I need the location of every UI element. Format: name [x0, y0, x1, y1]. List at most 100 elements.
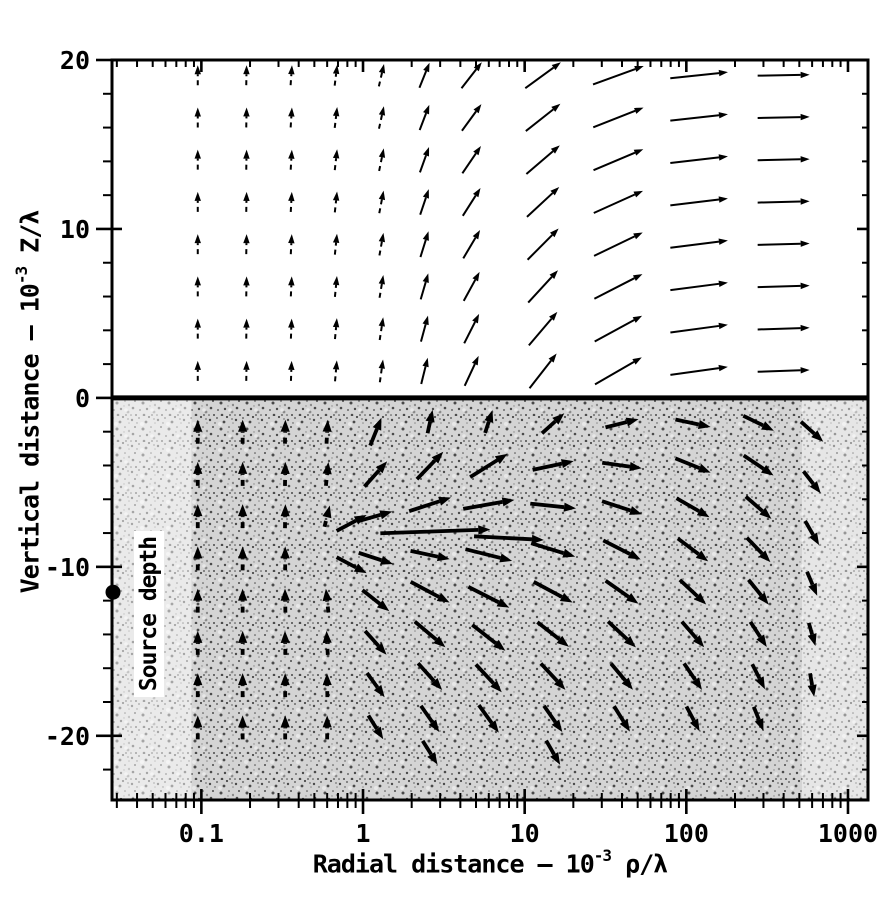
- flow-arrow: [742, 453, 774, 476]
- x-tick-label: 1000: [818, 819, 878, 848]
- flow-arrow: [594, 315, 643, 343]
- source-depth-annotation-text: Source depth: [134, 530, 164, 698]
- flow-arrow: [601, 460, 642, 472]
- flow-arrow: [280, 715, 290, 740]
- flow-arrow: [674, 456, 711, 473]
- flow-arrow: [238, 461, 248, 486]
- flow-arrow: [420, 357, 429, 385]
- flow-arrow: [322, 630, 332, 655]
- flow-arrow: [670, 238, 728, 249]
- flow-arrow: [288, 191, 295, 212]
- y-tick-label: -20: [45, 722, 90, 751]
- flow-arrow: [463, 355, 479, 387]
- flow-arrow: [525, 103, 561, 132]
- flow-arrow: [524, 62, 561, 89]
- flow-arrow: [335, 555, 367, 574]
- flow-arrow: [243, 276, 250, 297]
- flow-arrow: [744, 495, 772, 519]
- flow-arrow: [525, 145, 560, 175]
- flow-arrow: [757, 282, 810, 290]
- flow-arrow: [322, 673, 332, 698]
- flow-arrow: [378, 148, 386, 172]
- flow-arrow: [410, 549, 450, 562]
- flow-arrow: [378, 275, 386, 298]
- flow-arrow: [670, 196, 728, 207]
- flow-arrow: [532, 459, 574, 472]
- flow-arrow: [460, 62, 482, 89]
- flow-arrow: [477, 704, 499, 733]
- flow-arrow: [461, 104, 482, 132]
- flow-arrow: [606, 620, 636, 648]
- flow-arrow: [676, 537, 709, 562]
- flow-arrow: [670, 322, 728, 334]
- flow-arrow: [757, 240, 810, 247]
- flow-arrow: [332, 275, 340, 297]
- flow-arrow: [536, 620, 569, 647]
- flow-arrow: [593, 274, 643, 300]
- flow-arrow: [463, 313, 480, 344]
- plot-frame: [110, 58, 870, 802]
- flow-arrow: [751, 706, 764, 731]
- flow-arrow: [416, 662, 443, 691]
- x-tick-label: 0.1: [179, 819, 224, 848]
- flow-arrow: [592, 65, 644, 86]
- flow-arrow: [806, 622, 817, 646]
- flow-arrow: [682, 662, 702, 690]
- flow-arrow: [680, 620, 705, 648]
- flow-arrow: [193, 588, 203, 613]
- flow-arrow: [332, 233, 340, 255]
- x-axis-label-text: Radial distance — 10: [312, 849, 595, 879]
- flow-arrow: [670, 112, 728, 122]
- flow-arrow: [194, 191, 201, 212]
- flow-arrow: [238, 715, 248, 740]
- flow-arrow: [421, 739, 438, 765]
- flow-arrow: [526, 186, 560, 218]
- flow-arrow: [238, 546, 248, 571]
- flow-arrow: [532, 580, 573, 603]
- flow-arrow: [378, 106, 386, 129]
- flow-arrow: [757, 71, 810, 79]
- flow-arrow: [530, 501, 577, 512]
- flow-arrow: [332, 191, 340, 213]
- flow-arrow: [363, 629, 387, 655]
- flow-arrow: [803, 519, 820, 546]
- flow-arrow: [194, 318, 201, 339]
- flow-arrow: [358, 551, 393, 565]
- flow-arrow: [332, 149, 340, 171]
- flow-arrow: [670, 69, 728, 80]
- axis-ticks: [96, 58, 868, 814]
- flow-arrow: [528, 353, 557, 389]
- flow-arrow: [612, 705, 630, 732]
- flow-arrow: [243, 65, 250, 86]
- flow-arrow: [419, 704, 440, 733]
- flow-arrow: [380, 525, 491, 536]
- flow-arrow: [418, 146, 430, 173]
- flow-arrow: [415, 451, 444, 481]
- air-vector-field: [194, 62, 810, 389]
- flow-arrow: [193, 715, 203, 740]
- x-axis-label: Radial distance — 10-3 ρ/λ: [112, 846, 868, 879]
- x-tick-label: 10: [510, 819, 540, 848]
- flow-arrow: [601, 499, 642, 515]
- flow-arrow: [194, 276, 201, 297]
- flow-arrow: [280, 461, 290, 486]
- flow-arrow: [605, 417, 639, 430]
- flow-arrow: [418, 62, 430, 89]
- flow-arrow: [742, 414, 774, 431]
- flow-arrow: [243, 107, 250, 128]
- flow-arrow: [194, 65, 201, 86]
- flow-arrow: [363, 461, 388, 488]
- flow-arrow: [193, 504, 203, 529]
- flow-arrow: [419, 231, 429, 258]
- flow-arrow: [678, 578, 707, 605]
- flow-arrow: [757, 198, 810, 205]
- flow-arrow: [593, 149, 644, 172]
- flow-arrow: [469, 453, 508, 479]
- flow-arrow: [238, 630, 248, 655]
- flow-arrow: [194, 234, 201, 255]
- flow-arrow: [528, 311, 558, 347]
- flow-arrow: [526, 228, 559, 261]
- flow-arrow: [419, 189, 429, 216]
- y-axis-label-text: Vertical distance — 10: [15, 284, 45, 594]
